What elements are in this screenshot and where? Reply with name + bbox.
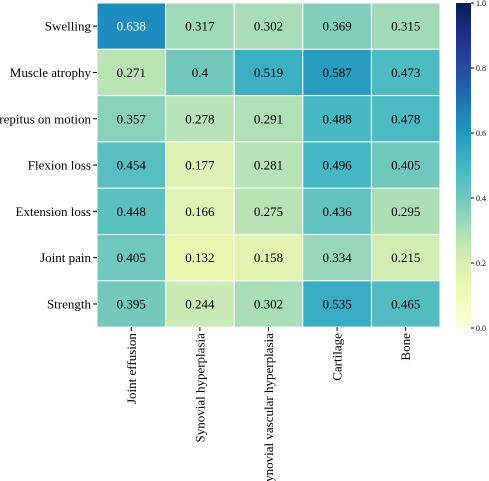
heatmap-cell xyxy=(302,234,372,282)
row-label: Extension loss xyxy=(16,204,91,219)
colorbar-tick-label: 0.2 xyxy=(476,259,486,268)
column-label: Joint effusion xyxy=(124,333,139,404)
cell-value-label: 0.317 xyxy=(185,19,215,34)
heatmap-cell xyxy=(96,2,167,50)
cell-value-label: 0.132 xyxy=(185,250,214,265)
colorbar-tick-label: 0.4 xyxy=(476,194,486,203)
colorbar-tick-label: 0.0 xyxy=(476,324,486,333)
heatmap-cell xyxy=(96,280,167,328)
cell-value-label: 0.473 xyxy=(391,65,420,80)
heatmap-cell xyxy=(165,187,235,235)
cell-value-label: 0.535 xyxy=(322,296,351,311)
colorbar-tick-label: 1.0 xyxy=(476,0,486,8)
cell-value-label: 0.302 xyxy=(254,19,283,34)
cell-value-label: 0.436 xyxy=(322,204,352,219)
heatmap-cell xyxy=(302,141,372,189)
heatmap-cell xyxy=(165,95,235,143)
cell-value-label: 0.496 xyxy=(322,158,352,173)
heatmap-cell xyxy=(165,141,235,189)
cell-value-label: 0.357 xyxy=(117,111,147,126)
row-label: Muscle atrophy xyxy=(10,65,92,80)
colorbar-gradient xyxy=(456,3,471,328)
cell-value-label: 0.454 xyxy=(117,158,147,173)
heatmap-cell xyxy=(370,234,441,282)
cell-value-label: 0.291 xyxy=(254,111,283,126)
cell-value-label: 0.478 xyxy=(391,111,420,126)
cell-value-label: 0.158 xyxy=(254,250,283,265)
heatmap-cell xyxy=(370,141,441,189)
cell-value-label: 0.369 xyxy=(322,19,351,34)
cell-value-label: 0.638 xyxy=(117,19,146,34)
row-label: Flexion loss xyxy=(28,158,91,173)
row-labels: Swelling Muscle atrophy Crepitus on motion… xyxy=(0,19,97,311)
cell-value-label: 0.587 xyxy=(322,65,352,80)
cell-value-label: 0.295 xyxy=(391,204,420,219)
colorbar-tick-label: 0.6 xyxy=(476,129,486,138)
cell-value-label: 0.315 xyxy=(391,19,420,34)
heatmap-cell xyxy=(233,234,304,282)
row-label: Strength xyxy=(47,296,92,311)
heatmap-cell xyxy=(233,48,304,97)
heatmap-cells: 0.638 0.317 0.302 0.369 0.315 0.271 0.4 0.519 0.… xyxy=(96,2,441,328)
row-label: Swelling xyxy=(45,19,92,34)
column-label: Synovial hyperplasia xyxy=(192,333,207,443)
colorbar-ticks: 0.0 0.2 0.4 0.6 0.8 1.0 xyxy=(471,0,486,333)
heatmap-cell xyxy=(370,280,441,328)
heatmap-cell xyxy=(370,48,441,97)
cell-value-label: 0.215 xyxy=(391,250,420,265)
cell-value-label: 0.4 xyxy=(192,65,209,80)
heatmap-cell xyxy=(370,187,441,235)
cell-value-label: 0.405 xyxy=(117,250,146,265)
row-label: Joint pain xyxy=(40,250,91,265)
cell-value-label: 0.177 xyxy=(185,158,215,173)
cell-value-label: 0.275 xyxy=(254,204,283,219)
column-label: Bone xyxy=(398,333,413,361)
cell-value-label: 0.448 xyxy=(117,204,146,219)
heatmap-cell xyxy=(233,141,304,189)
heatmap-cell xyxy=(302,95,372,143)
cell-value-label: 0.166 xyxy=(185,204,215,219)
cell-value-label: 0.281 xyxy=(254,158,283,173)
colorbar-tick-label: 0.8 xyxy=(476,64,486,73)
cell-value-label: 0.405 xyxy=(391,158,420,173)
row-label: Crepitus on motion xyxy=(0,111,91,126)
cell-value-label: 0.465 xyxy=(391,296,420,311)
column-label: Cartilage xyxy=(330,333,345,381)
cell-value-label: 0.395 xyxy=(117,296,146,311)
heatmap-cell xyxy=(165,234,235,282)
column-labels: Joint effusion Synovial hyperplasia Synovi… xyxy=(124,327,413,481)
cell-value-label: 0.244 xyxy=(185,296,215,311)
cell-value-label: 0.278 xyxy=(185,111,214,126)
colorbar: 0.0 0.2 0.4 0.6 0.8 1.0 xyxy=(456,0,486,333)
cell-value-label: 0.334 xyxy=(322,250,352,265)
cell-value-label: 0.271 xyxy=(117,65,146,80)
cell-value-label: 0.519 xyxy=(254,65,283,80)
heatmap-cell xyxy=(302,280,372,328)
heatmap-cell xyxy=(233,187,304,235)
heatmap-cell xyxy=(233,2,304,50)
heatmap-cell xyxy=(96,187,167,235)
cell-value-label: 0.302 xyxy=(254,296,283,311)
heatmap-cell xyxy=(165,2,235,50)
cell-value-label: 0.488 xyxy=(322,111,351,126)
column-label: Synovial vascular hyperplasia xyxy=(261,333,276,481)
